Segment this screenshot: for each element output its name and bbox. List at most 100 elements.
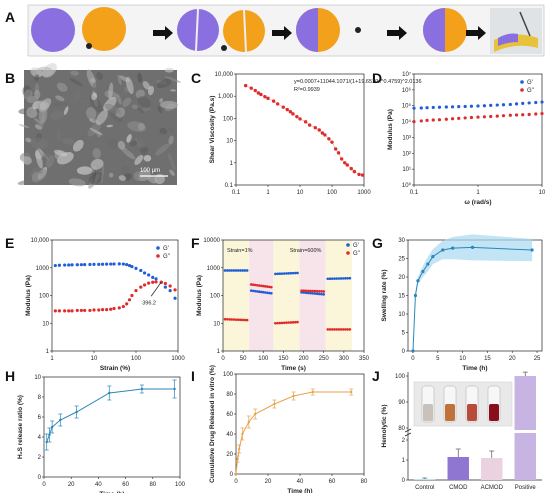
chart-c-viscosity: 0.1 1 10 100 1000 0.1 1 10 100 1,000 10,000 Shear V… [209,72,422,196]
viscosity-point [317,128,321,132]
x-axis-label: ω (rad/s) [464,199,491,206]
modulus-point [501,103,506,107]
sem-pore [25,137,32,143]
panel-a [27,4,545,57]
modulus-point [97,262,101,266]
modulus-point [125,302,129,306]
modulus-point [337,328,341,331]
x-axis-label: Time (h) [287,488,312,493]
modulus-point [241,269,245,272]
y-tick-label: 4 [38,435,42,441]
modulus-point [67,263,71,267]
release-point [247,420,250,424]
x-tick-label: 100 [175,482,186,488]
viscosity-point [275,102,280,106]
legend-marker [346,243,350,247]
modulus-point [282,321,286,325]
x-tick-label: 20 [68,482,75,488]
bar-break [513,430,538,433]
modulus-point [320,292,323,296]
y-tick-label: 30 [398,238,405,244]
y-tick-label: 1000 [36,266,50,272]
modulus-point [154,280,158,284]
release-point [241,432,244,436]
release-point [292,394,295,398]
legend-marker [520,80,524,84]
release-point [173,387,176,391]
tube-photo-inset [413,381,513,427]
modulus-point [125,262,129,267]
separator-dot [355,27,361,33]
hemolysis-bar [414,479,436,480]
legend-marker [156,246,160,250]
panel-label-a: A [5,9,15,25]
modulus-point [337,277,341,280]
modulus-point [514,102,519,106]
sem-pore [35,124,42,130]
y-tick-label: 0 [402,349,406,355]
tube-sample [445,404,455,421]
release-line [235,391,352,475]
x-tick-label: 60 [329,479,336,485]
modulus-point [313,292,317,295]
sem-pore [122,97,132,107]
modulus-point [294,271,297,275]
modulus-point [268,285,271,289]
y-tick-label: 100 [210,294,221,300]
viscosity-point [266,96,270,101]
strain-band [273,240,300,351]
tweezers [519,11,531,37]
modulus-point [482,104,487,108]
sem-pore [164,67,174,73]
x-tick-label: 5 [436,356,440,362]
modulus-point [306,291,310,295]
separator-dot [221,45,227,51]
sem-pore [36,66,53,77]
viscosity-point [295,114,299,119]
viscosity-point [336,151,341,155]
sem-pore [129,140,138,147]
sem-pore [109,110,123,123]
x-tick-label: 25 [534,356,541,362]
modulus-point [92,308,96,312]
viscosity-point [288,110,293,114]
hemolysis-bar [481,458,503,480]
sem-pore [63,106,69,115]
modulus-point [534,112,538,116]
legend-marker [346,251,350,255]
modulus-point [232,318,236,321]
modulus-point [257,284,261,287]
legend-marker [520,88,524,92]
sem-pore [127,121,147,132]
lifted-gel-purple-part [498,33,518,46]
modulus-point [339,277,343,280]
strain-band [299,240,326,351]
x-tick-label: 15 [484,356,491,362]
sem-pore [126,134,132,143]
modulus-point [264,285,267,288]
sem-pore [29,137,49,149]
modulus-point [527,112,531,117]
viscosity-point [307,123,312,127]
modulus-point [328,328,332,331]
y-tick-label: 1 [230,161,234,167]
sem-pore [32,169,48,183]
sem-pore [168,135,174,145]
modulus-point [330,328,334,331]
sem-pore [137,72,143,83]
sem-pore [160,100,179,109]
modulus-point [127,298,132,302]
sem-pore [107,138,118,149]
modulus-point [63,263,67,267]
modulus-point [83,262,87,267]
sem-pore [116,93,122,105]
viscosity-point [256,91,261,95]
modulus-point [83,308,87,313]
x-tick-label: 1 [50,356,54,362]
modulus-point [88,262,92,267]
strain-band [249,240,274,351]
modulus-point [315,292,319,296]
scale-bar-label: 100 μm [140,168,160,174]
y-tick-label: 6 [38,415,42,421]
sem-pore [140,106,151,112]
